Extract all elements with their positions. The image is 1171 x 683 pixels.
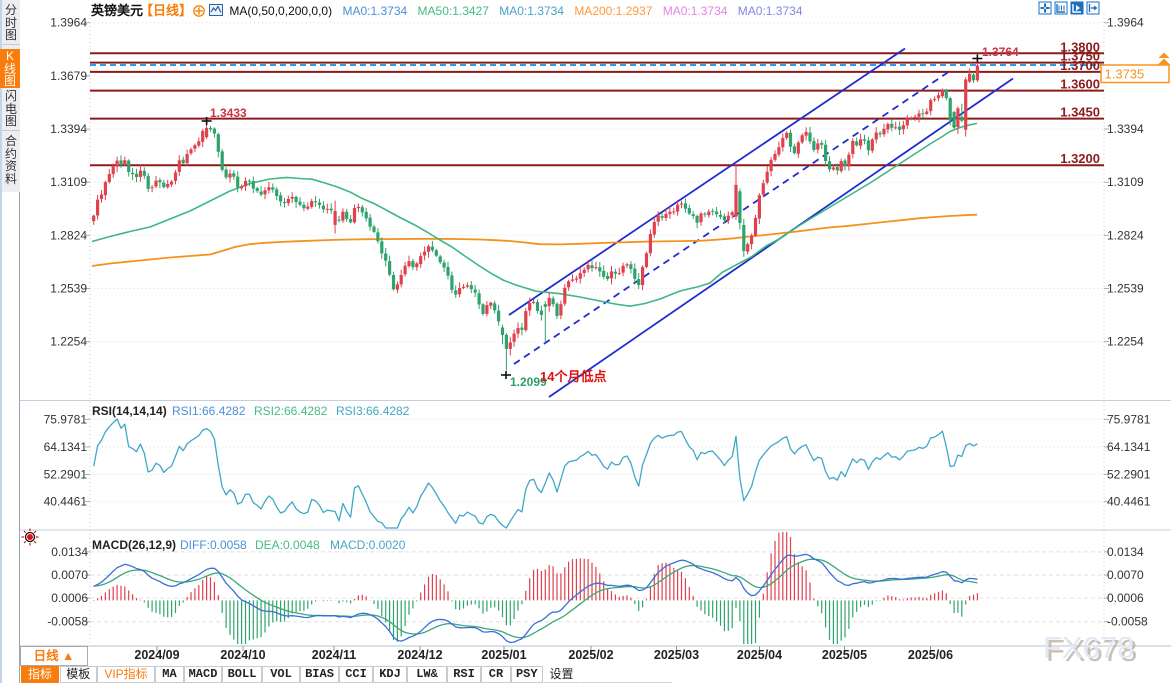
svg-text:MACD(26,12,9): MACD(26,12,9) [92, 538, 176, 552]
svg-text:RSI2:66.4282: RSI2:66.4282 [254, 404, 328, 418]
svg-text:0.0070: 0.0070 [1107, 568, 1144, 582]
svg-text:2024/11: 2024/11 [312, 648, 357, 662]
svg-text:FX678: FX678 [1043, 630, 1134, 665]
svg-text:2025/06: 2025/06 [908, 648, 953, 662]
svg-text:14个月低点: 14个月低点 [540, 369, 606, 384]
svg-text:1.3800: 1.3800 [1060, 39, 1100, 54]
svg-text:1.2254: 1.2254 [50, 335, 87, 349]
svg-text:1.3679: 1.3679 [50, 69, 87, 83]
svg-text:2024/09: 2024/09 [134, 648, 179, 662]
svg-text:0.0134: 0.0134 [51, 545, 88, 559]
svg-text:1.3600: 1.3600 [1060, 77, 1100, 92]
svg-text:1.3109: 1.3109 [1107, 175, 1144, 189]
svg-text:MACD:0.0020: MACD:0.0020 [330, 538, 406, 552]
svg-text:75.9781: 75.9781 [44, 412, 88, 426]
svg-text:1.3433: 1.3433 [210, 106, 247, 120]
svg-text:40.4461: 40.4461 [44, 494, 88, 508]
svg-text:75.9781: 75.9781 [1107, 412, 1151, 426]
svg-text:40.4461: 40.4461 [1107, 494, 1151, 508]
svg-text:1.3764: 1.3764 [982, 45, 1019, 59]
svg-text:64.1341: 64.1341 [44, 440, 88, 454]
svg-text:DEA:0.0048: DEA:0.0048 [255, 538, 320, 552]
svg-text:1.3200: 1.3200 [1060, 151, 1100, 166]
svg-text:-0.0058: -0.0058 [47, 615, 88, 629]
svg-text:1.3750: 1.3750 [1060, 49, 1100, 64]
svg-text:1.3700: 1.3700 [1060, 58, 1100, 73]
svg-text:64.1341: 64.1341 [1107, 440, 1151, 454]
svg-text:2025/03: 2025/03 [654, 648, 699, 662]
svg-text:RSI(14,14,14): RSI(14,14,14) [92, 404, 167, 418]
svg-text:1.3109: 1.3109 [50, 175, 87, 189]
svg-text:FX678: FX678 [1046, 633, 1137, 668]
svg-text:2025/04: 2025/04 [737, 648, 782, 662]
svg-text:2025/01: 2025/01 [481, 648, 526, 662]
svg-text:2024/10: 2024/10 [220, 648, 265, 662]
svg-text:1.2254: 1.2254 [1107, 335, 1144, 349]
svg-text:1.2539: 1.2539 [1107, 282, 1144, 296]
svg-text:RSI3:66.4282: RSI3:66.4282 [336, 404, 410, 418]
svg-text:1.3450: 1.3450 [1060, 105, 1100, 120]
svg-text:-0.0058: -0.0058 [1107, 615, 1148, 629]
svg-text:2025/02: 2025/02 [568, 648, 613, 662]
svg-text:0.0006: 0.0006 [51, 591, 88, 605]
svg-text:1.2539: 1.2539 [50, 282, 87, 296]
svg-text:1.3964: 1.3964 [1107, 16, 1144, 30]
svg-text:1.2824: 1.2824 [1107, 228, 1144, 242]
svg-text:1.2824: 1.2824 [50, 228, 87, 242]
svg-text:1.3394: 1.3394 [50, 122, 87, 136]
svg-text:2024/12: 2024/12 [397, 648, 442, 662]
svg-text:1.3735: 1.3735 [1105, 67, 1145, 82]
svg-text:1.3394: 1.3394 [1107, 122, 1144, 136]
svg-text:0.0070: 0.0070 [51, 568, 88, 582]
svg-text:RSI1:66.4282: RSI1:66.4282 [172, 404, 246, 418]
svg-text:1.3964: 1.3964 [50, 16, 87, 30]
svg-text:52.2901: 52.2901 [1107, 468, 1151, 482]
svg-text:52.2901: 52.2901 [44, 468, 88, 482]
svg-text:DIFF:0.0058: DIFF:0.0058 [180, 538, 247, 552]
svg-text:0.0006: 0.0006 [1107, 591, 1144, 605]
svg-text:2025/05: 2025/05 [822, 648, 867, 662]
svg-text:1.2099: 1.2099 [510, 375, 547, 389]
svg-text:0.0134: 0.0134 [1107, 545, 1144, 559]
